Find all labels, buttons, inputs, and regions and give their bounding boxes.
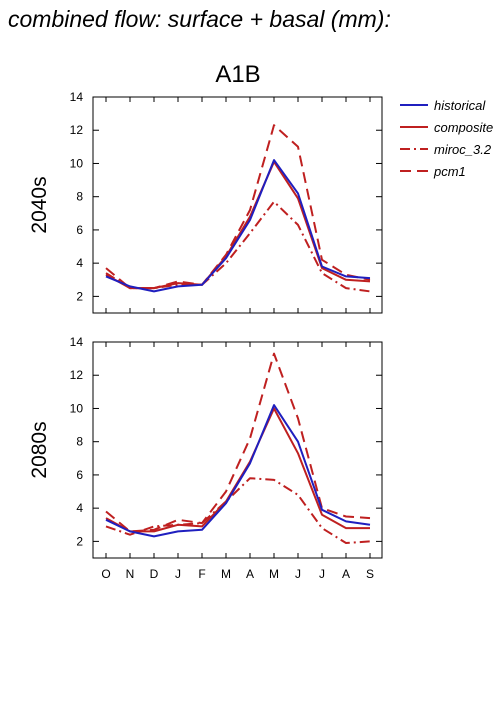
series-line-historical — [105, 404, 371, 538]
y-tick-label: 6 — [76, 223, 83, 237]
y-tick-label: 12 — [70, 123, 84, 137]
series-line-pcm1 — [105, 352, 371, 533]
y-tick-label: 4 — [76, 256, 83, 270]
chart-legend: historical composite miroc_3.2 pcm1 — [400, 98, 493, 179]
plot-frame — [92, 96, 383, 314]
x-tick-label: A — [246, 567, 254, 581]
y-tick-label: 14 — [70, 90, 84, 104]
y-tick-label: 10 — [70, 156, 84, 170]
x-tick-label: M — [221, 567, 231, 581]
legend-label: pcm1 — [433, 164, 466, 179]
page-title: combined flow: surface + basal (mm): — [8, 6, 391, 32]
x-tick-label: J — [175, 567, 181, 581]
legend-label: composite — [434, 120, 493, 135]
x-tick-label: O — [101, 567, 110, 581]
legend-label: historical — [434, 98, 486, 113]
y-tick-label: 2 — [76, 534, 83, 548]
panel-2080s: 2 4 6 8 10 12 14 O N D J F M A M J J A S 2080s — [28, 335, 383, 581]
y-tick-label: 14 — [70, 335, 84, 349]
y-tick-label: 2 — [76, 289, 83, 303]
scenario-label: A1B — [215, 61, 260, 88]
plot-frame — [92, 341, 383, 559]
chart-panels: 2 4 6 8 10 12 14 2040s 2 4 6 8 10 12 14 O N D J F M A M J J A S 208… — [28, 90, 383, 581]
panel-label: 2040s — [28, 176, 51, 233]
x-tick-label: S — [366, 567, 374, 581]
y-tick-label: 10 — [70, 401, 84, 415]
x-tick-label: A — [342, 567, 350, 581]
y-tick-label: 6 — [76, 468, 83, 482]
series-line-pcm1 — [105, 124, 371, 290]
series-line-miroc_3.2 — [105, 200, 371, 293]
x-tick-label: F — [198, 567, 205, 581]
y-tick-label: 8 — [76, 190, 83, 204]
legend-label: miroc_3.2 — [434, 142, 492, 157]
y-tick-label: 12 — [70, 368, 84, 382]
x-tick-label: N — [126, 567, 135, 581]
series-line-historical — [105, 159, 371, 293]
x-tick-label: J — [319, 567, 325, 581]
series-line-miroc_3.2 — [105, 477, 371, 544]
panel-label: 2080s — [28, 421, 51, 478]
panel-2040s: 2 4 6 8 10 12 14 2040s — [28, 90, 383, 314]
y-tick-label: 8 — [76, 435, 83, 449]
y-tick-label: 4 — [76, 501, 83, 515]
x-tick-label: M — [269, 567, 279, 581]
x-tick-label: D — [150, 567, 159, 581]
x-tick-label: J — [295, 567, 301, 581]
